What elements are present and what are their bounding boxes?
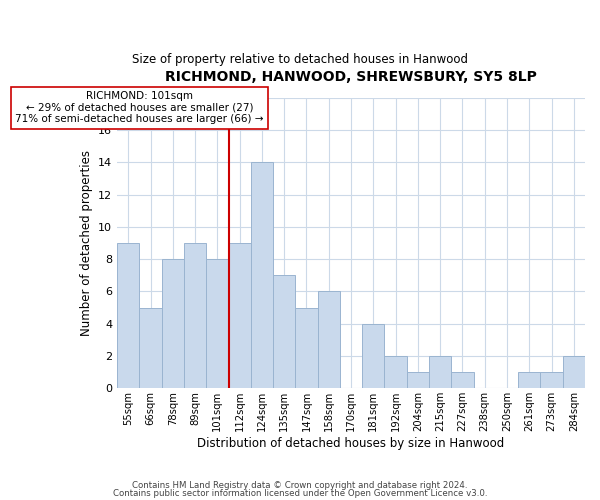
- Text: RICHMOND: 101sqm
← 29% of detached houses are smaller (27)
71% of semi-detached : RICHMOND: 101sqm ← 29% of detached house…: [15, 91, 263, 124]
- Bar: [184, 243, 206, 388]
- Text: Size of property relative to detached houses in Hanwood: Size of property relative to detached ho…: [132, 52, 468, 66]
- Bar: [541, 372, 563, 388]
- Bar: [429, 356, 451, 388]
- Bar: [518, 372, 541, 388]
- Bar: [362, 324, 385, 388]
- Text: Contains public sector information licensed under the Open Government Licence v3: Contains public sector information licen…: [113, 488, 487, 498]
- Bar: [317, 292, 340, 388]
- Bar: [139, 308, 161, 388]
- Bar: [206, 259, 229, 388]
- Bar: [385, 356, 407, 388]
- Bar: [451, 372, 473, 388]
- Text: Contains HM Land Registry data © Crown copyright and database right 2024.: Contains HM Land Registry data © Crown c…: [132, 481, 468, 490]
- Bar: [563, 356, 585, 388]
- Bar: [407, 372, 429, 388]
- Bar: [161, 259, 184, 388]
- X-axis label: Distribution of detached houses by size in Hanwood: Distribution of detached houses by size …: [197, 437, 505, 450]
- Bar: [273, 276, 295, 388]
- Title: RICHMOND, HANWOOD, SHREWSBURY, SY5 8LP: RICHMOND, HANWOOD, SHREWSBURY, SY5 8LP: [165, 70, 537, 84]
- Bar: [117, 243, 139, 388]
- Bar: [229, 243, 251, 388]
- Bar: [295, 308, 317, 388]
- Bar: [251, 162, 273, 388]
- Y-axis label: Number of detached properties: Number of detached properties: [80, 150, 92, 336]
